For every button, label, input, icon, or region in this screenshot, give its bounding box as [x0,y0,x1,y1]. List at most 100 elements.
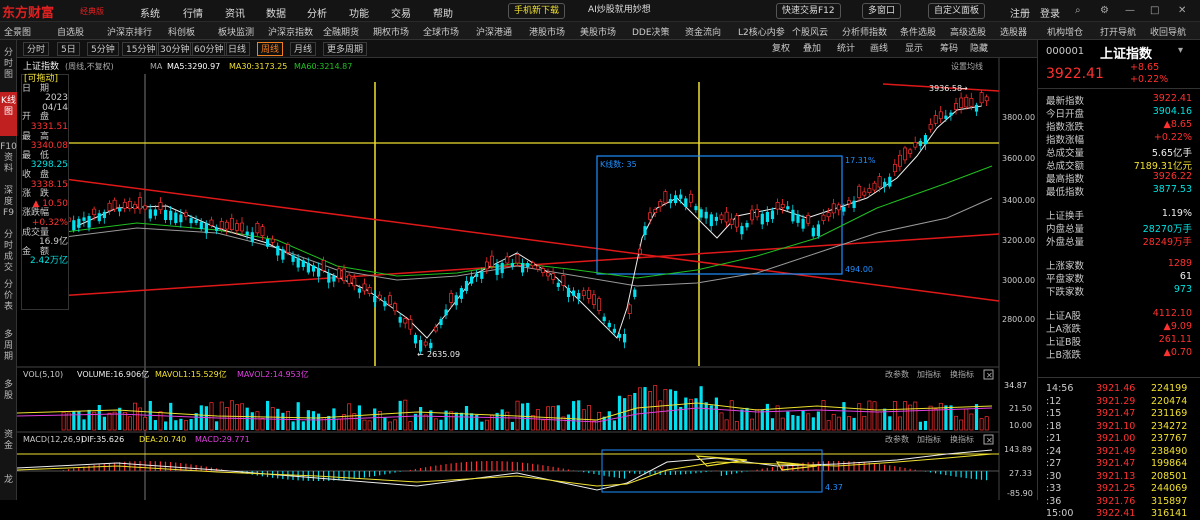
ai-stock-link[interactable]: AI炒股就用妙想 [588,5,651,15]
volume-bar [398,400,402,430]
settings-icon[interactable]: ⚙ [1100,5,1109,16]
bar-info-box[interactable]: [可拖动] 日 期 2023 04/14 开 盘 3331.51 最 高 334… [21,74,69,310]
volume-bar [770,418,775,430]
rail-price-table[interactable]: 分价表 [3,280,13,312]
nav-item-global[interactable]: 全球市场 [423,28,460,38]
price-axis-label: 3600.00 [1002,154,1035,163]
menu-data[interactable]: 数据 [266,9,286,20]
nav-item-hk[interactable]: 港股市场 [529,28,566,38]
menu-news[interactable]: 资讯 [225,9,245,20]
vol-add-indicator[interactable]: 加指标 [917,369,941,379]
candle [317,268,321,277]
tool-display[interactable]: 显示 [905,44,924,54]
tool-adjust[interactable]: 复权 [772,44,791,54]
vol-change-indicator[interactable]: 换指标 [950,369,974,379]
rail-f10[interactable]: F10资料 [0,142,17,174]
quote-row: 今日开盘 3904.16 [1046,106,1196,120]
custom-panel-button[interactable]: 自定义面板 [928,3,986,19]
multi-window-button[interactable]: 多窗口 [862,3,902,19]
candle [602,316,606,322]
nav-item-condition[interactable]: 条件选股 [900,28,937,38]
menu-analysis[interactable]: 分析 [307,9,327,20]
infobox-pct: +0.32% [31,217,68,228]
open-nav-button[interactable]: 打开导航 [1100,28,1137,38]
tool-draw[interactable]: 画线 [870,44,889,54]
nav-item-sector[interactable]: 板块监测 [218,28,255,38]
macd-edit-params[interactable]: 改参数 [885,434,909,444]
rail-kline[interactable]: K线图 [0,92,17,136]
nav-item-advanced[interactable]: 高级选股 [950,28,987,38]
nav-item-overview[interactable]: 全景图 [4,28,32,38]
nav-item-stock-news[interactable]: 个股风云 [792,28,829,38]
rail-intraday[interactable]: 分时图 [3,48,13,80]
rail-depth[interactable]: 深度F9 [3,186,14,218]
login-link[interactable]: 登录 [1040,9,1060,20]
period-month[interactable]: 月线 [290,42,317,56]
period-30min[interactable]: 30分钟 [156,42,194,56]
rail-multi-stock[interactable]: 多股 [3,380,13,401]
menu-trade[interactable]: 交易 [391,9,411,20]
close-icon[interactable]: ✕ [1178,5,1187,16]
quote-row: 总成交量 5.65亿手 [1046,145,1196,159]
rail-dragon[interactable]: 龙 [3,475,13,485]
macd-add-indicator[interactable]: 加指标 [917,434,941,444]
search-icon[interactable]: ⌕ [1075,5,1081,16]
nav-item-l2[interactable]: L2核心内参 [738,28,785,38]
nav-item-futures[interactable]: 全融期货 [323,28,360,38]
nav-item-options[interactable]: 期权市场 [373,28,410,38]
quote-name: 上证指数 [1100,47,1153,62]
quote-dropdown-icon[interactable]: ▾ [1178,45,1184,56]
rail-fund[interactable]: 资金 [3,430,13,451]
nav-item-connect[interactable]: 沪深港通 [476,28,513,38]
macd-change-indicator[interactable]: 换指标 [950,434,974,444]
period-5day[interactable]: 5日 [57,42,80,56]
minimize-icon[interactable]: — [1125,5,1135,16]
nav-item-ranking[interactable]: 沪深京排行 [107,28,153,38]
menu-quote[interactable]: 行情 [183,9,203,20]
period-more-dropdown[interactable]: 更多周期 [323,42,368,56]
rail-ticks[interactable]: 分时成交 [3,230,13,273]
nav-item-inst[interactable]: 机构增仓 [1047,28,1084,38]
rail-multi-period[interactable]: 多周期 [3,330,13,362]
menu-system[interactable]: 系统 [140,9,160,20]
nav-item-star-market[interactable]: 科创板 [168,28,196,38]
kline-chart[interactable]: 上证指数 (周线,不复权) MA MA5:3290.97 MA30:3173.2… [17,58,1037,500]
tick-price: 3921.47 [1096,408,1136,419]
quote-row-label: 上证换手 [1046,211,1085,222]
vol-edit-params[interactable]: 改参数 [885,369,909,379]
nav-item-flow[interactable]: 资金流向 [685,28,722,38]
tick-time: :27 [1046,458,1062,469]
nav-item-analyst[interactable]: 分析师指数 [842,28,888,38]
volume-bar [964,408,969,431]
candle [179,214,183,223]
candle [566,287,571,298]
tool-hide[interactable]: 隐藏 [970,44,989,54]
infobox-amt: 2.42万亿 [29,256,68,267]
nav-item-screener[interactable]: 选股器 [1000,28,1028,38]
mobile-download-button[interactable]: 手机新下载 [508,3,566,19]
period-15min[interactable]: 15分钟 [122,42,160,56]
candle [194,219,198,223]
period-5min[interactable]: 5分钟 [87,42,119,56]
menu-function[interactable]: 功能 [349,9,369,20]
period-day[interactable]: 日线 [224,42,251,56]
tool-overlay[interactable]: 叠加 [803,44,822,54]
tool-stats[interactable]: 统计 [837,44,856,54]
tick-volume: 315897 [1151,495,1188,507]
menu-help[interactable]: 帮助 [433,9,453,20]
candle [521,263,525,273]
nav-item-dde[interactable]: DDE决策 [632,28,670,38]
nav-item-watchlist[interactable]: 自选股 [57,28,85,38]
close-nav-button[interactable]: 收回导航 [1150,28,1187,38]
register-link[interactable]: 注册 [1010,9,1030,20]
period-intraday[interactable]: 分时 [23,42,50,56]
nav-item-us[interactable]: 美股市场 [580,28,617,38]
nav-item-index[interactable]: 沪深京指数 [268,28,314,38]
maximize-icon[interactable]: □ [1150,5,1160,16]
volume-bar [408,421,413,431]
volume-bar [903,401,908,431]
period-60min[interactable]: 60分钟 [190,42,228,56]
quick-trade-button[interactable]: 快速交易F12 [776,3,841,19]
period-week[interactable]: 周线 [257,42,284,56]
tool-chips[interactable]: 筹码 [940,44,959,54]
